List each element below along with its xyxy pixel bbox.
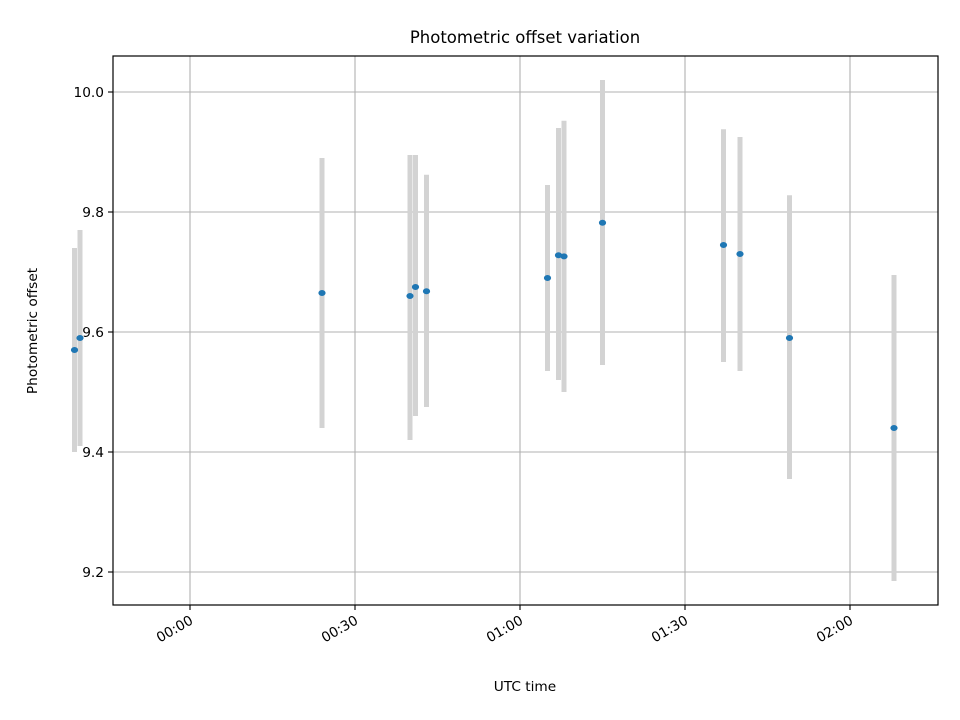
y-tick-label: 9.8 <box>82 205 104 221</box>
data-point <box>736 251 744 257</box>
data-point <box>318 290 326 296</box>
data-point <box>554 252 563 259</box>
data-point <box>598 219 607 226</box>
data-point <box>890 425 898 431</box>
data-point <box>543 275 552 281</box>
point-layer <box>70 219 898 431</box>
x-axis-label: UTC time <box>494 679 556 695</box>
data-point <box>719 242 728 248</box>
y-tick-label: 9.4 <box>82 445 104 461</box>
y-axis-label: Photometric offset <box>25 267 41 394</box>
y-tick-label: 10.0 <box>74 85 104 101</box>
data-point <box>785 335 794 341</box>
data-point <box>70 347 79 353</box>
data-point <box>411 284 420 290</box>
data-point <box>422 288 431 295</box>
chart-title: Photometric offset variation <box>410 28 640 47</box>
plot-frame <box>112 55 939 606</box>
y-tick-label: 9.2 <box>82 565 104 581</box>
data-point <box>406 293 414 299</box>
data-point <box>76 335 84 341</box>
grid-layer <box>113 56 938 605</box>
y-tick-label: 9.6 <box>82 325 104 341</box>
data-point <box>560 253 568 260</box>
